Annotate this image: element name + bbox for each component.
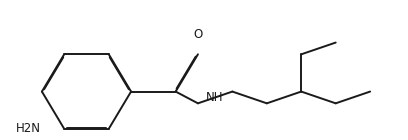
Text: NH: NH	[206, 91, 224, 104]
Text: H2N: H2N	[16, 122, 40, 135]
Text: O: O	[193, 28, 202, 41]
